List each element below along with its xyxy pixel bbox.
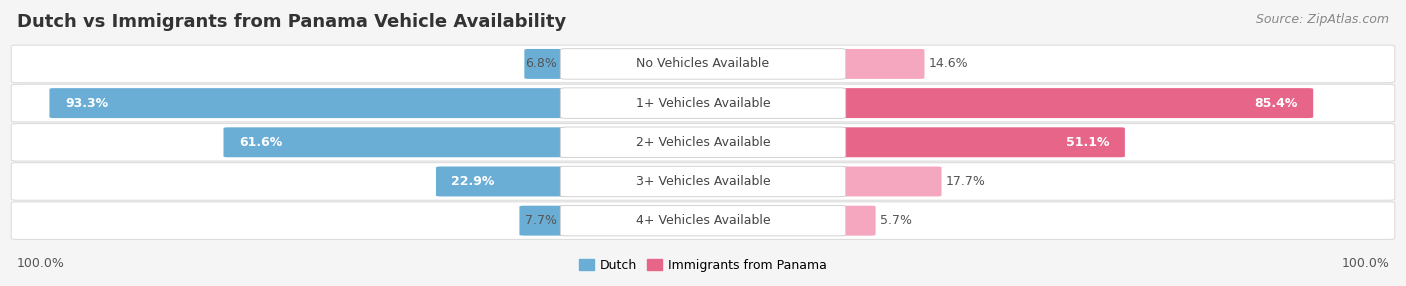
Text: 17.7%: 17.7% [946,175,986,188]
FancyBboxPatch shape [560,127,846,158]
FancyBboxPatch shape [519,206,571,236]
FancyBboxPatch shape [560,205,846,236]
Text: 100.0%: 100.0% [1341,257,1389,270]
Text: 22.9%: 22.9% [451,175,495,188]
FancyBboxPatch shape [835,206,876,236]
Legend: Dutch, Immigrants from Panama: Dutch, Immigrants from Panama [574,254,832,277]
FancyBboxPatch shape [436,166,571,196]
FancyBboxPatch shape [524,49,571,79]
FancyBboxPatch shape [11,84,1395,122]
FancyBboxPatch shape [560,166,846,197]
Text: 4+ Vehicles Available: 4+ Vehicles Available [636,214,770,227]
FancyBboxPatch shape [11,124,1395,161]
Text: 51.1%: 51.1% [1066,136,1109,149]
FancyBboxPatch shape [835,127,1125,157]
FancyBboxPatch shape [11,45,1395,83]
Text: Dutch vs Immigrants from Panama Vehicle Availability: Dutch vs Immigrants from Panama Vehicle … [17,13,567,31]
Text: 2+ Vehicles Available: 2+ Vehicles Available [636,136,770,149]
FancyBboxPatch shape [224,127,571,157]
FancyBboxPatch shape [835,49,925,79]
Text: 7.7%: 7.7% [526,214,557,227]
Text: No Vehicles Available: No Vehicles Available [637,57,769,70]
FancyBboxPatch shape [835,88,1313,118]
Text: Source: ZipAtlas.com: Source: ZipAtlas.com [1256,13,1389,26]
Text: 5.7%: 5.7% [880,214,912,227]
FancyBboxPatch shape [560,88,846,118]
Text: 14.6%: 14.6% [929,57,969,70]
Text: 93.3%: 93.3% [65,97,108,110]
Text: 85.4%: 85.4% [1254,97,1298,110]
Text: 1+ Vehicles Available: 1+ Vehicles Available [636,97,770,110]
Text: 61.6%: 61.6% [239,136,283,149]
Text: 6.8%: 6.8% [526,57,557,70]
FancyBboxPatch shape [835,166,942,196]
FancyBboxPatch shape [11,202,1395,239]
FancyBboxPatch shape [560,49,846,79]
Text: 3+ Vehicles Available: 3+ Vehicles Available [636,175,770,188]
FancyBboxPatch shape [11,163,1395,200]
Text: 100.0%: 100.0% [17,257,65,270]
FancyBboxPatch shape [49,88,571,118]
